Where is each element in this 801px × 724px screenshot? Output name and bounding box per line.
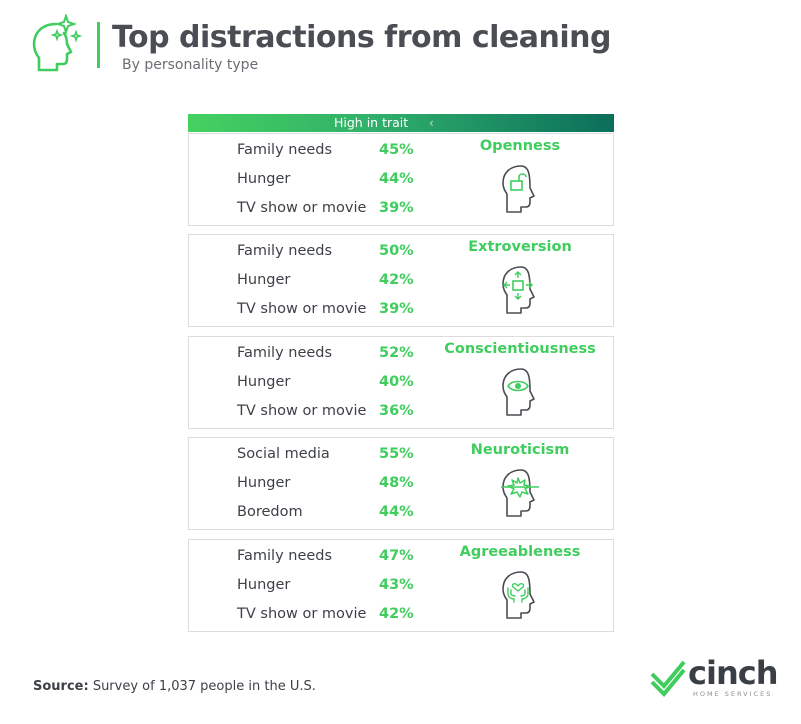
trait-name: Conscientiousness [444, 341, 596, 357]
eye-head-icon [502, 368, 535, 416]
trait-name: Agreeableness [459, 544, 581, 560]
group-openness: Family needs 45% Hunger 44% TV show or m… [188, 133, 614, 226]
cinch-logo-word: cinch [688, 654, 778, 692]
distraction-value: 44% [379, 504, 414, 520]
head-sparkle-icon [32, 14, 82, 72]
distraction-label: Hunger [237, 577, 291, 593]
distraction-label: Hunger [237, 171, 291, 187]
distraction-label: TV show or movie [237, 301, 367, 317]
distraction-value: 44% [379, 171, 414, 187]
burst-head-icon [501, 469, 539, 517]
distraction-label: Family needs [237, 345, 333, 361]
page-title: Top distractions from cleaning [112, 20, 611, 55]
source-text: Survey of 1,037 people in the U.S. [88, 679, 316, 694]
distraction-label: TV show or movie [237, 606, 367, 622]
group-extroversion: Family needs 50% Hunger 42% TV show or m… [188, 234, 614, 327]
distraction-value: 42% [379, 272, 414, 288]
distraction-value: 40% [379, 374, 414, 390]
distraction-value: 42% [379, 606, 414, 622]
trait-name: Openness [479, 138, 561, 154]
title-divider [97, 22, 100, 68]
distraction-value: 55% [379, 446, 414, 462]
house-arrows-head-icon [502, 266, 535, 314]
group-neuroticism: Social media 55% Hunger 48% Boredom 44% … [188, 437, 614, 530]
distraction-label: Hunger [237, 272, 291, 288]
cinch-logo-sub: HOME SERVICES [693, 690, 773, 698]
distraction-value: 45% [379, 142, 414, 158]
source-label: Source: [33, 679, 89, 694]
distraction-value: 36% [379, 403, 414, 419]
distraction-label: Hunger [237, 475, 291, 491]
heart-hands-head-icon [502, 571, 535, 619]
distraction-label: Family needs [237, 548, 333, 564]
distraction-label: TV show or movie [237, 200, 367, 216]
distraction-label: Social media [237, 446, 330, 462]
trait-name: Extroversion [468, 239, 572, 255]
group-agreeableness: Family needs 47% Hunger 43% TV show or m… [188, 539, 614, 632]
page-subtitle: By personality type [122, 57, 259, 73]
group-conscientiousness: Family needs 52% Hunger 40% TV show or m… [188, 336, 614, 429]
distraction-value: 52% [379, 345, 414, 361]
cinch-check-logo-icon [650, 660, 686, 697]
distraction-value: 48% [379, 475, 414, 491]
trait-name: Neuroticism [470, 442, 570, 458]
distraction-label: Family needs [237, 142, 333, 158]
distraction-label: Hunger [237, 374, 291, 390]
high-in-trait-bar [188, 114, 614, 132]
chevron-left-icon: ‹ [429, 116, 434, 130]
distraction-value: 43% [379, 577, 414, 593]
high-in-trait-label: High in trait [334, 115, 409, 130]
distraction-value: 47% [379, 548, 414, 564]
open-lock-head-icon [502, 165, 535, 213]
distraction-label: Boredom [237, 504, 303, 520]
distraction-label: Family needs [237, 243, 333, 259]
distraction-label: TV show or movie [237, 403, 367, 419]
distraction-value: 39% [379, 301, 414, 317]
distraction-value: 50% [379, 243, 414, 259]
distraction-value: 39% [379, 200, 414, 216]
source-note: Source: Survey of 1,037 people in the U.… [33, 679, 316, 694]
